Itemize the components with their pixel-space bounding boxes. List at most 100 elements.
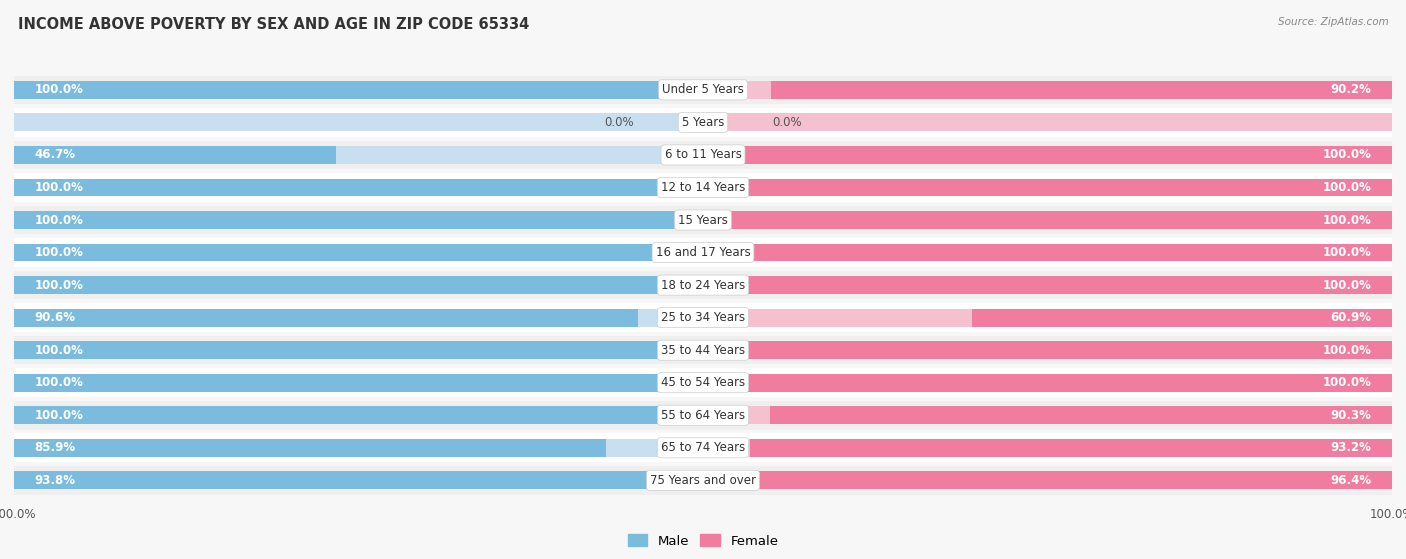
Bar [14, 368, 1392, 397]
Bar [14, 471, 703, 489]
Bar [14, 244, 703, 262]
Bar [14, 439, 703, 457]
Text: 93.2%: 93.2% [1330, 441, 1371, 454]
Bar [703, 211, 1392, 229]
Bar [14, 146, 703, 164]
Text: 5 Years: 5 Years [682, 116, 724, 129]
Bar [703, 178, 1392, 196]
Text: 100.0%: 100.0% [1323, 246, 1371, 259]
Bar [703, 211, 1392, 229]
Text: 6 to 11 Years: 6 to 11 Years [665, 149, 741, 162]
Bar [728, 471, 1392, 489]
Bar [703, 341, 1392, 359]
Bar [14, 178, 703, 196]
Text: 100.0%: 100.0% [1323, 149, 1371, 162]
Text: 96.4%: 96.4% [1330, 474, 1371, 487]
Bar [14, 309, 638, 326]
Bar [14, 374, 703, 392]
Bar [770, 81, 1392, 99]
Text: INCOME ABOVE POVERTY BY SEX AND AGE IN ZIP CODE 65334: INCOME ABOVE POVERTY BY SEX AND AGE IN Z… [18, 17, 530, 32]
Text: 100.0%: 100.0% [35, 278, 83, 292]
Bar [14, 341, 703, 359]
Bar [14, 471, 661, 489]
Bar [14, 211, 703, 229]
Text: Source: ZipAtlas.com: Source: ZipAtlas.com [1278, 17, 1389, 27]
Bar [703, 439, 1392, 457]
Bar [14, 173, 1392, 202]
Bar [703, 374, 1392, 392]
Bar [14, 81, 703, 99]
Bar [14, 276, 703, 294]
Bar [703, 146, 1392, 164]
Text: 0.0%: 0.0% [605, 116, 634, 129]
Bar [14, 146, 336, 164]
Bar [703, 471, 1392, 489]
Text: 25 to 34 Years: 25 to 34 Years [661, 311, 745, 324]
Bar [14, 401, 1392, 429]
Text: 75 Years and over: 75 Years and over [650, 474, 756, 487]
Text: 100.0%: 100.0% [35, 409, 83, 421]
Bar [14, 439, 606, 457]
Bar [14, 406, 703, 424]
Text: 100.0%: 100.0% [35, 214, 83, 226]
Bar [973, 309, 1392, 326]
Text: 90.6%: 90.6% [35, 311, 76, 324]
Bar [703, 146, 1392, 164]
Bar [14, 238, 1392, 267]
Bar [14, 276, 703, 294]
Text: 100.0%: 100.0% [35, 246, 83, 259]
Bar [14, 336, 1392, 364]
Text: 100.0%: 100.0% [35, 83, 83, 96]
Bar [14, 75, 1392, 104]
Text: 90.2%: 90.2% [1330, 83, 1371, 96]
Bar [703, 374, 1392, 392]
Bar [14, 178, 703, 196]
Bar [14, 341, 703, 359]
Bar [14, 271, 1392, 300]
Bar [14, 406, 703, 424]
Text: Under 5 Years: Under 5 Years [662, 83, 744, 96]
Text: 100.0%: 100.0% [1323, 181, 1371, 194]
Bar [14, 81, 703, 99]
Legend: Male, Female: Male, Female [623, 529, 783, 553]
Text: 46.7%: 46.7% [35, 149, 76, 162]
Text: 93.8%: 93.8% [35, 474, 76, 487]
Text: 100.0%: 100.0% [1323, 278, 1371, 292]
Bar [703, 113, 1392, 131]
Text: 60.9%: 60.9% [1330, 311, 1371, 324]
Bar [14, 374, 703, 392]
Text: 100.0%: 100.0% [1323, 344, 1371, 357]
Text: 55 to 64 Years: 55 to 64 Years [661, 409, 745, 421]
Text: 90.3%: 90.3% [1330, 409, 1371, 421]
Bar [703, 81, 1392, 99]
Text: 100.0%: 100.0% [35, 344, 83, 357]
Text: 85.9%: 85.9% [35, 441, 76, 454]
Bar [749, 439, 1392, 457]
Bar [14, 466, 1392, 495]
Bar [703, 178, 1392, 196]
Bar [14, 141, 1392, 169]
Text: 100.0%: 100.0% [1323, 376, 1371, 389]
Bar [14, 108, 1392, 137]
Bar [703, 244, 1392, 262]
Bar [703, 276, 1392, 294]
Bar [703, 309, 1392, 326]
Text: 0.0%: 0.0% [772, 116, 801, 129]
Bar [703, 406, 1392, 424]
Text: 100.0%: 100.0% [1323, 214, 1371, 226]
Text: 35 to 44 Years: 35 to 44 Years [661, 344, 745, 357]
Text: 65 to 74 Years: 65 to 74 Years [661, 441, 745, 454]
Bar [703, 244, 1392, 262]
Text: 45 to 54 Years: 45 to 54 Years [661, 376, 745, 389]
Text: 100.0%: 100.0% [35, 376, 83, 389]
Bar [703, 276, 1392, 294]
Bar [703, 341, 1392, 359]
Bar [14, 433, 1392, 462]
Bar [14, 206, 1392, 234]
Bar [14, 211, 703, 229]
Bar [14, 309, 703, 326]
Text: 100.0%: 100.0% [35, 181, 83, 194]
Bar [770, 406, 1392, 424]
Bar [14, 113, 703, 131]
Bar [14, 304, 1392, 332]
